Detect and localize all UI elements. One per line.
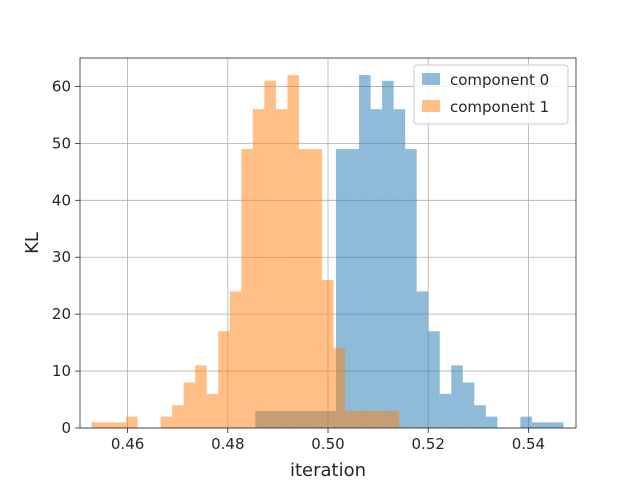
legend-frame (413, 64, 569, 125)
histogram-bar-component-1 (114, 422, 127, 428)
histogram-bar-component-1 (264, 80, 276, 429)
x-axis-label: iteration (290, 460, 366, 480)
y-tick-label: 30 (52, 248, 71, 266)
y-tick-label: 50 (52, 134, 71, 152)
histogram-bar-component-1 (160, 416, 173, 428)
histogram-bar-component-0 (485, 416, 498, 428)
histogram-bar-component-0 (393, 109, 406, 428)
histogram-bar-component-1 (172, 405, 184, 428)
histogram-bar-component-0 (370, 109, 383, 428)
x-tick-label: 0.48 (211, 435, 244, 453)
histogram-bar-component-1 (126, 416, 138, 428)
histogram-bar-component-1 (241, 149, 253, 429)
histogram-bar-component-1 (391, 410, 400, 428)
histogram-bar-component-1 (229, 291, 242, 428)
y-tick-label: 20 (52, 305, 71, 323)
histogram-bar-component-0 (439, 393, 452, 428)
histogram-bar-component-0 (336, 149, 348, 429)
legend-swatch-component-0 (422, 73, 440, 85)
histogram-bar-component-0 (416, 291, 429, 428)
histogram-bar-component-0 (382, 80, 394, 429)
x-tick-label: 0.54 (512, 435, 545, 453)
y-tick-label: 0 (61, 419, 71, 437)
histogram-bar-component-0 (474, 405, 486, 428)
histogram-bar-component-1 (91, 422, 104, 428)
y-tick-label: 10 (52, 362, 71, 380)
y-tick-label: 60 (52, 77, 71, 95)
histogram-bar-component-0 (531, 422, 544, 428)
histogram-bar-component-1 (195, 365, 207, 428)
y-axis-label: KL (22, 232, 43, 254)
histogram-bar-component-0 (405, 149, 417, 429)
histogram-bar-component-0 (462, 382, 475, 428)
histogram-bar-component-0 (520, 416, 532, 428)
histogram-bar-component-1 (379, 410, 392, 428)
histogram-bar-component-1 (333, 348, 346, 428)
histogram-bar-component-0 (428, 331, 440, 428)
histogram-bar-component-1 (356, 410, 369, 428)
histogram-bar-component-0 (347, 149, 360, 429)
legend-label-component-1: component 1 (450, 98, 549, 116)
y-tick-label: 40 (52, 191, 71, 209)
histogram-bar-component-1 (183, 382, 196, 428)
x-tick-label: 0.50 (311, 435, 344, 453)
histogram-bar-component-1 (298, 149, 311, 429)
legend: component 0 component 1 (413, 64, 569, 125)
histogram-bar-component-0 (359, 75, 371, 429)
histogram-bar-component-0 (451, 365, 463, 428)
histogram-bar-component-1 (206, 393, 219, 428)
x-tick-label: 0.52 (411, 435, 444, 453)
histogram-bar-component-1 (287, 75, 299, 429)
histogram-bar-component-1 (252, 109, 265, 428)
histogram-bar-component-1 (218, 331, 230, 428)
histogram-bar-component-1 (321, 280, 334, 428)
histogram-bar-component-1 (345, 410, 357, 428)
y-axis-ticks: 0 10 20 30 40 50 60 (52, 77, 80, 437)
histogram-bar-component-1 (368, 410, 380, 428)
legend-swatch-component-1 (422, 100, 440, 112)
histogram-bars (91, 75, 564, 429)
x-tick-label: 0.46 (111, 435, 144, 453)
histogram-bar-component-1 (103, 422, 115, 428)
histogram-bar-component-1 (275, 109, 288, 428)
legend-label-component-0: component 0 (450, 71, 549, 89)
x-axis-ticks: 0.46 0.48 0.50 0.52 0.54 (111, 428, 545, 453)
histogram-bar-component-0 (543, 422, 564, 428)
histogram-bar-component-1 (310, 149, 322, 429)
